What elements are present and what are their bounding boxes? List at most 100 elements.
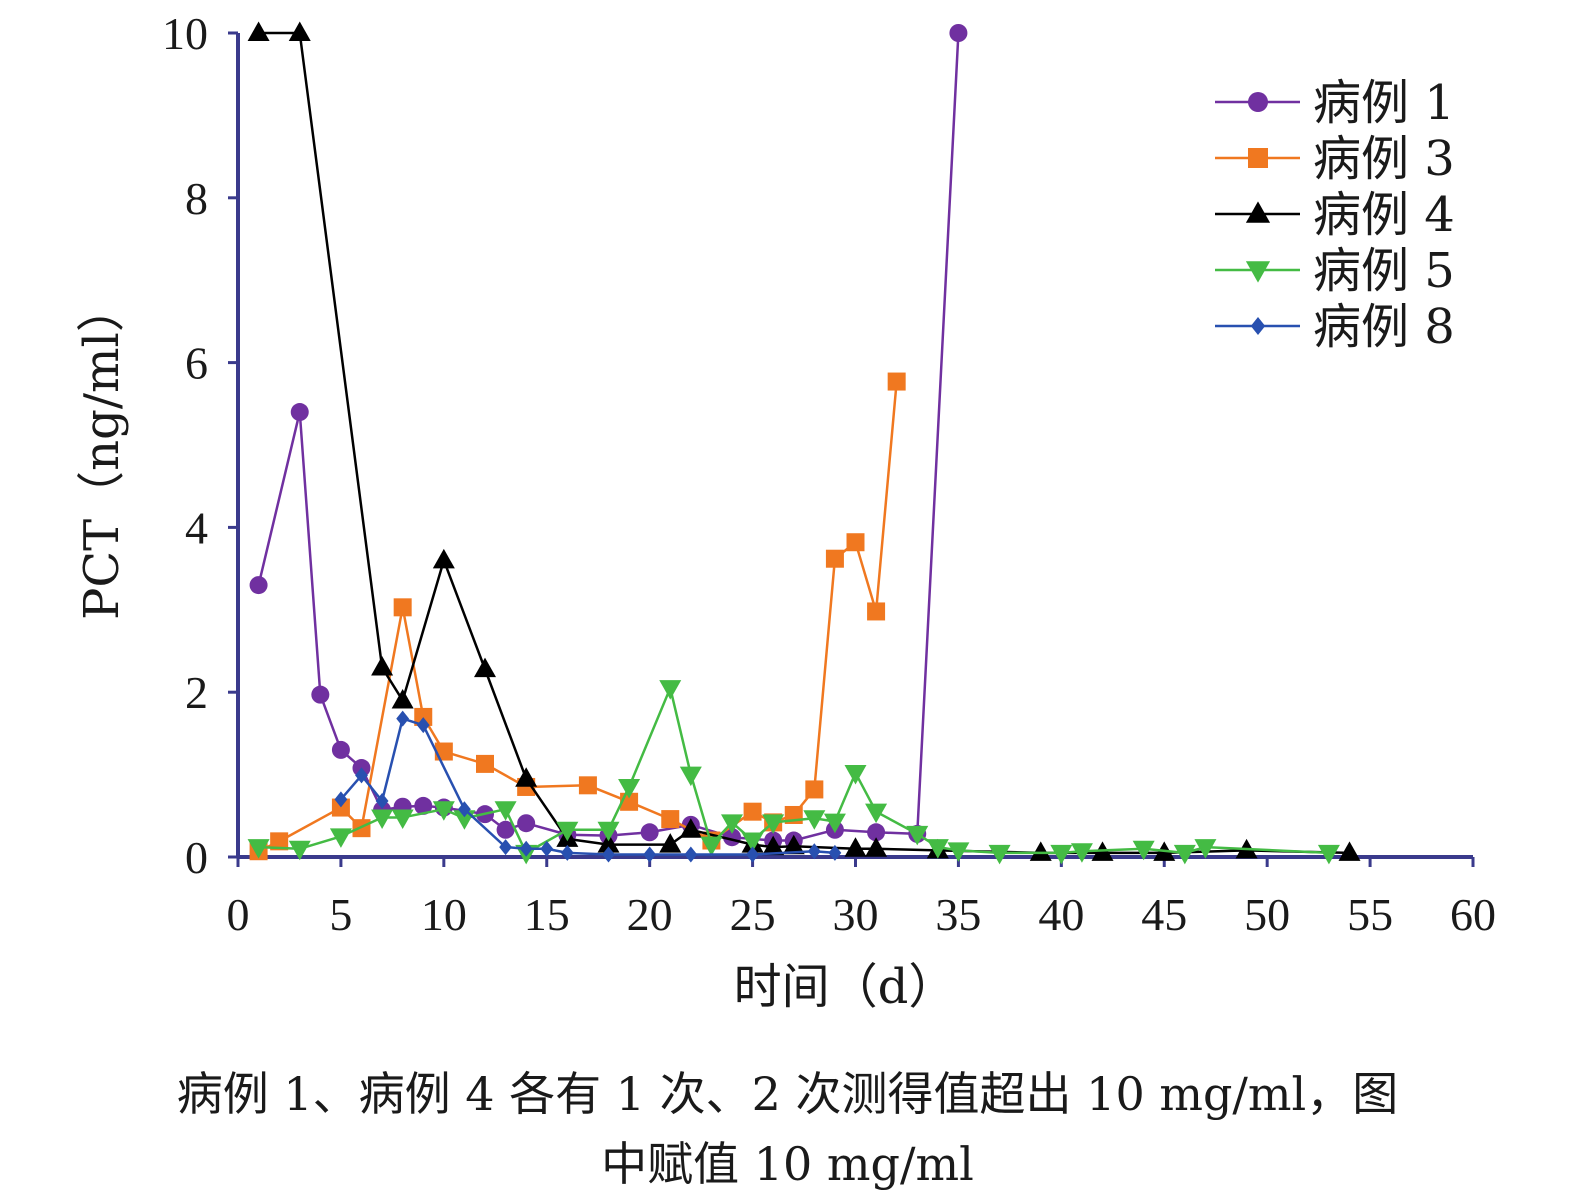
- data-point: [329, 828, 352, 848]
- data-point: [640, 823, 659, 842]
- data-point: [803, 810, 826, 830]
- series-line: [257, 32, 960, 842]
- x-tick-label: 10: [421, 889, 467, 940]
- y-tick-label: 6: [185, 338, 208, 389]
- data-point: [519, 840, 533, 857]
- data-point: [1245, 261, 1271, 283]
- data-point: [782, 834, 805, 855]
- data-point: [560, 844, 574, 861]
- series-5: [334, 710, 842, 863]
- data-point: [906, 825, 929, 846]
- x-tick-label: 45: [1141, 889, 1187, 940]
- data-point: [416, 717, 430, 734]
- data-point: [947, 842, 970, 862]
- data-point: [414, 707, 433, 726]
- legend: 病例 1病例 3病例 4病例 5病例 8: [1215, 75, 1455, 355]
- data-point: [721, 814, 743, 834]
- data-point: [887, 372, 906, 391]
- data-point: [741, 832, 764, 853]
- data-point: [828, 844, 842, 861]
- data-point: [1248, 92, 1268, 112]
- data-point: [1317, 844, 1340, 865]
- data-point: [988, 844, 1011, 865]
- data-point: [762, 835, 785, 856]
- data-point: [371, 655, 394, 676]
- data-point: [661, 810, 680, 829]
- y-tick-label: 10: [162, 8, 208, 59]
- data-point: [1250, 317, 1266, 335]
- data-point: [926, 839, 949, 859]
- x-tick-label: 25: [730, 889, 776, 940]
- data-point: [844, 764, 867, 785]
- data-point: [679, 818, 702, 838]
- data-point: [391, 809, 414, 829]
- data-point: [846, 533, 865, 552]
- data-point: [290, 403, 309, 422]
- data-point: [867, 602, 886, 621]
- data-point: [865, 803, 888, 824]
- x-tick-label: 0: [227, 889, 250, 940]
- series-line: [339, 717, 836, 856]
- data-point: [391, 688, 414, 709]
- data-point: [643, 846, 657, 863]
- data-point: [396, 710, 410, 727]
- data-point: [1029, 841, 1052, 861]
- data-point: [494, 801, 517, 821]
- data-point: [865, 837, 888, 857]
- axes: 0 5 10 15 20 25 30 35 40 45 50 55 60 0 2 4 6 8 10: [162, 8, 1496, 940]
- data-point: [867, 823, 886, 842]
- legend-entry: 病例 1: [1215, 75, 1455, 131]
- data-point: [247, 21, 270, 41]
- x-tick-label: 30: [833, 889, 879, 940]
- data-point: [371, 809, 394, 829]
- data-point: [825, 549, 844, 568]
- data-point: [311, 685, 330, 704]
- data-point: [1173, 844, 1196, 865]
- data-point: [1050, 844, 1073, 865]
- data-point: [618, 778, 641, 799]
- y-tick-label: 2: [185, 667, 208, 718]
- x-tick-label: 20: [627, 889, 673, 940]
- y-tick-label: 0: [185, 832, 208, 883]
- data-point: [700, 836, 723, 857]
- data-point: [331, 798, 350, 817]
- data-point: [249, 576, 268, 595]
- legend-entry: 病例 3: [1215, 131, 1455, 187]
- pct-line-chart: 0 5 10 15 20 25 30 35 40 45 50 55 60 0 2 4 6 8 10 病例 1病例 3…: [74, 8, 1496, 1015]
- data-point: [1132, 840, 1155, 861]
- series-3: [247, 21, 1361, 861]
- data-point: [805, 780, 824, 799]
- series-2: [249, 372, 906, 861]
- data-point: [602, 846, 615, 863]
- data-point: [684, 846, 698, 863]
- legend-entry: 病例 5: [1215, 243, 1455, 299]
- caption-line-1: 病例 1、病例 4 各有 1 次、2 次测得值超出 10 mg/ml，图: [176, 1067, 1399, 1121]
- caption-line-2: 中赋值 10 mg/ml: [601, 1137, 974, 1191]
- data-point: [334, 791, 348, 808]
- data-point: [679, 766, 702, 787]
- data-point: [288, 840, 311, 861]
- data-point: [597, 821, 620, 842]
- data-point: [247, 839, 270, 859]
- data-point: [597, 833, 620, 853]
- x-tick-label: 35: [935, 889, 981, 940]
- data-point: [331, 740, 350, 759]
- x-tick-label: 60: [1450, 889, 1496, 940]
- data-point: [1248, 148, 1268, 168]
- data-point: [476, 754, 494, 773]
- x-tick-label: 40: [1038, 889, 1084, 940]
- legend-label: 病例 3: [1313, 131, 1455, 187]
- data-point: [393, 598, 412, 617]
- data-point: [746, 846, 759, 863]
- data-point: [1070, 843, 1093, 863]
- data-point: [270, 832, 289, 851]
- data-point: [1194, 839, 1217, 859]
- data-point: [844, 837, 867, 857]
- data-point: [517, 814, 536, 833]
- data-point: [288, 21, 311, 41]
- data-point: [540, 840, 554, 857]
- legend-entry: 病例 8: [1215, 299, 1455, 355]
- data-point: [1338, 841, 1361, 861]
- y-tick-label: 4: [185, 502, 208, 553]
- legend-label: 病例 5: [1313, 243, 1455, 299]
